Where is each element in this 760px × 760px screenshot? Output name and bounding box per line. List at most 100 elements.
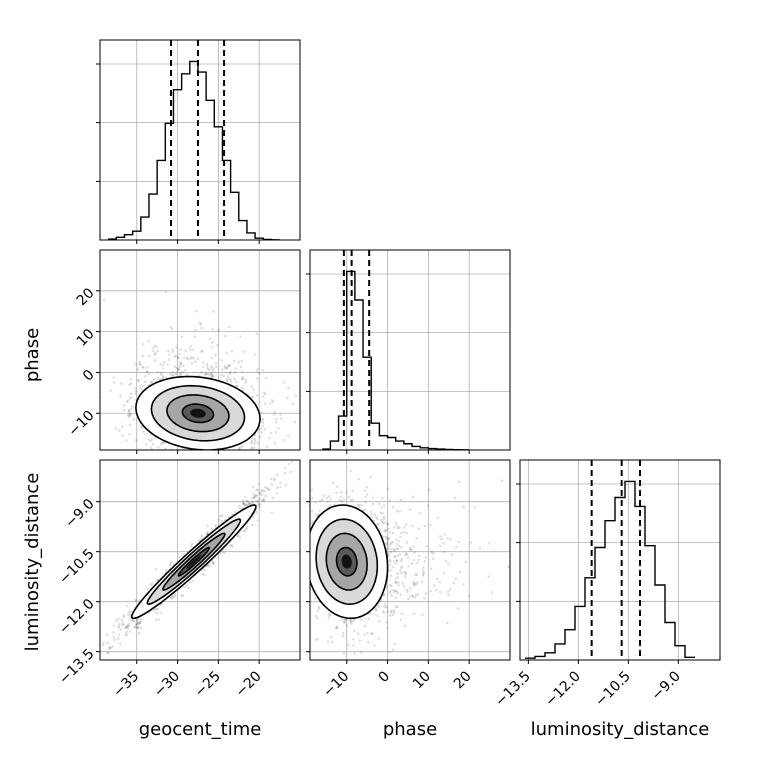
scatter-point	[136, 617, 140, 621]
scatter-point	[241, 386, 244, 390]
scatter-point	[126, 625, 130, 628]
scatter-point	[132, 619, 136, 623]
scatter-point	[363, 633, 366, 636]
scatter-point	[372, 519, 376, 522]
scatter-point	[244, 504, 247, 507]
scatter-point	[412, 584, 416, 587]
x-tick-label: 0	[376, 668, 394, 686]
scatter-point	[260, 493, 263, 497]
scatter-point	[394, 562, 398, 565]
scatter-point	[188, 347, 191, 351]
scatter-point	[173, 355, 177, 358]
scatter-point	[294, 394, 298, 397]
scatter-point	[272, 413, 276, 416]
scatter-point	[394, 596, 398, 599]
scatter-point	[409, 548, 413, 552]
scatter-point	[250, 384, 254, 388]
scatter-point	[211, 561, 215, 565]
scatter-point	[381, 521, 385, 525]
scatter-point	[205, 364, 209, 368]
scatter-point	[373, 513, 376, 517]
scatter-point	[303, 541, 306, 544]
scatter-point	[356, 503, 360, 507]
scatter-point	[422, 566, 425, 569]
scatter-point	[246, 499, 249, 503]
scatter-point	[335, 485, 339, 488]
scatter-point	[135, 438, 138, 442]
scatter-point	[360, 503, 364, 507]
scatter-point	[326, 640, 330, 643]
scatter-point	[190, 361, 194, 365]
scatter-point	[384, 528, 388, 532]
scatter-point	[125, 624, 129, 628]
scatter-point	[386, 552, 390, 555]
scatter-point	[393, 549, 396, 552]
scatter-point	[223, 364, 226, 368]
scatter-point	[112, 381, 116, 385]
scatter-point	[343, 621, 347, 624]
scatter-point	[251, 523, 254, 527]
scatter-point	[473, 506, 477, 509]
scatter-point	[106, 641, 109, 645]
scatter-point	[220, 514, 224, 517]
scatter-point	[200, 533, 204, 537]
scatter-point	[412, 558, 416, 562]
scatter-point	[405, 541, 409, 544]
scatter-point	[149, 433, 152, 437]
scatter-point	[124, 626, 128, 629]
scatter-point	[302, 528, 305, 531]
scatter-point	[331, 481, 335, 485]
scatter-point	[387, 547, 391, 550]
density-contour	[315, 518, 379, 606]
scatter-point	[405, 531, 409, 535]
scatter-point	[392, 588, 395, 592]
scatter-point	[214, 353, 217, 357]
scatter-point	[238, 504, 241, 508]
scatter-point	[389, 584, 392, 587]
scatter-point	[265, 445, 269, 448]
scatter-point	[112, 630, 115, 634]
scatter-point	[305, 570, 308, 573]
scatter-point	[293, 420, 297, 424]
scatter-point	[261, 368, 265, 372]
scatter-point	[190, 355, 194, 359]
scatter-point	[206, 372, 210, 376]
scatter-point	[149, 439, 152, 443]
x-tick-label: −10	[320, 668, 352, 700]
scatter-point	[189, 545, 193, 548]
scatter-point	[102, 298, 106, 302]
scatter-point	[202, 567, 205, 571]
scatter-point	[457, 480, 461, 484]
scatter-point	[389, 610, 393, 613]
scatter-point	[417, 558, 420, 562]
scatter-point	[136, 622, 139, 626]
histogram-step	[525, 480, 695, 659]
scatter-point	[376, 517, 379, 521]
density-peak	[190, 408, 206, 418]
scatter-point	[364, 495, 368, 499]
scatter-point	[327, 616, 331, 619]
scatter-point	[195, 452, 198, 455]
scatter-point	[399, 535, 402, 539]
scatter-point	[370, 515, 373, 519]
scatter-point	[154, 618, 158, 622]
scatter-point	[208, 456, 211, 459]
scatter-point	[349, 498, 353, 502]
scatter-point	[250, 447, 253, 450]
scatter-point	[177, 367, 180, 371]
scatter-point	[229, 378, 233, 381]
scatter-point	[261, 499, 264, 502]
scatter-point	[402, 526, 406, 529]
scatter-point	[233, 377, 236, 381]
scatter-point	[269, 431, 273, 435]
scatter-point	[350, 622, 353, 626]
scatter-point	[181, 594, 185, 598]
scatter-point	[134, 392, 137, 396]
scatter-point	[400, 565, 404, 568]
scatter-point	[206, 564, 209, 568]
scatter-point	[426, 504, 430, 507]
scatter-point	[363, 508, 367, 512]
scatter-point	[234, 371, 237, 374]
scatter-point	[411, 524, 414, 528]
scatter-point	[452, 581, 456, 585]
